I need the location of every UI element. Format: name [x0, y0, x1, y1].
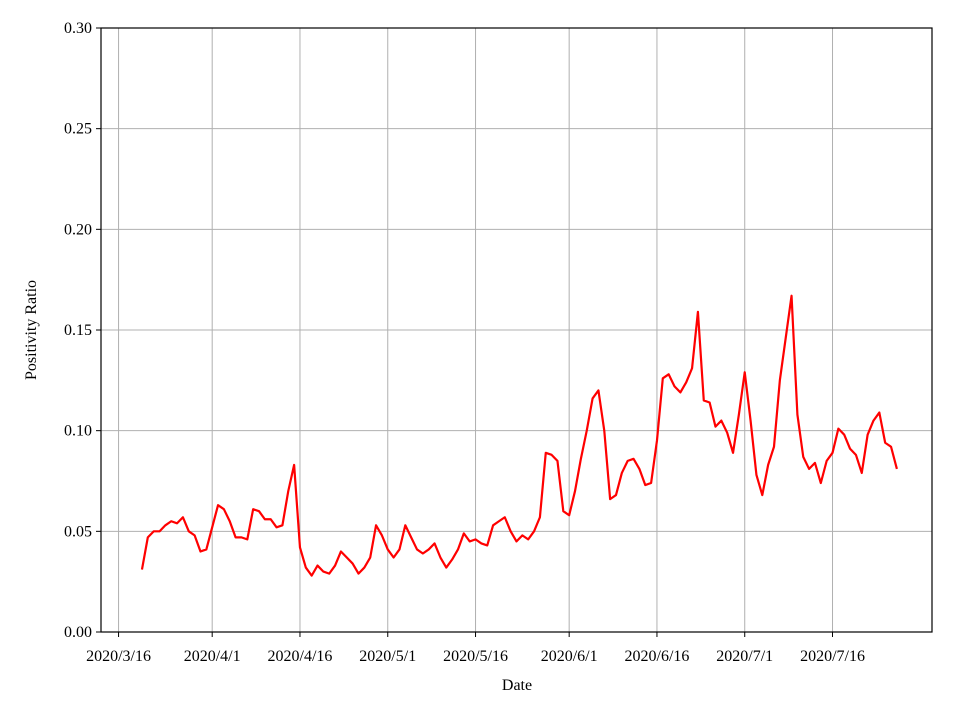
x-tick-label: 2020/4/16	[268, 648, 333, 665]
y-tick-label: 0.05	[64, 523, 92, 540]
y-tick-label: 0.10	[64, 423, 92, 440]
y-tick-label: 0.00	[64, 624, 92, 641]
x-tick-label: 2020/5/1	[359, 648, 416, 665]
x-tick-label: 2020/7/1	[716, 648, 773, 665]
x-tick-label: 2020/4/1	[184, 648, 241, 665]
x-tick-label: 2020/7/16	[800, 648, 865, 665]
x-tick-label: 2020/3/16	[86, 648, 151, 665]
y-axis-label: Positivity Ratio	[23, 280, 40, 380]
data-line	[140, 294, 898, 577]
y-tick-label: 0.15	[64, 322, 92, 339]
y-tick-label: 0.25	[64, 121, 92, 138]
x-tick-label: 2020/5/16	[443, 648, 508, 665]
x-axis-label: Date	[502, 677, 532, 694]
y-tick-label: 0.20	[64, 221, 92, 238]
x-tick-label: 2020/6/1	[541, 648, 598, 665]
x-tick-label: 2020/6/16	[625, 648, 690, 665]
plot-frame	[100, 27, 933, 633]
y-tick-label: 0.30	[64, 20, 92, 37]
